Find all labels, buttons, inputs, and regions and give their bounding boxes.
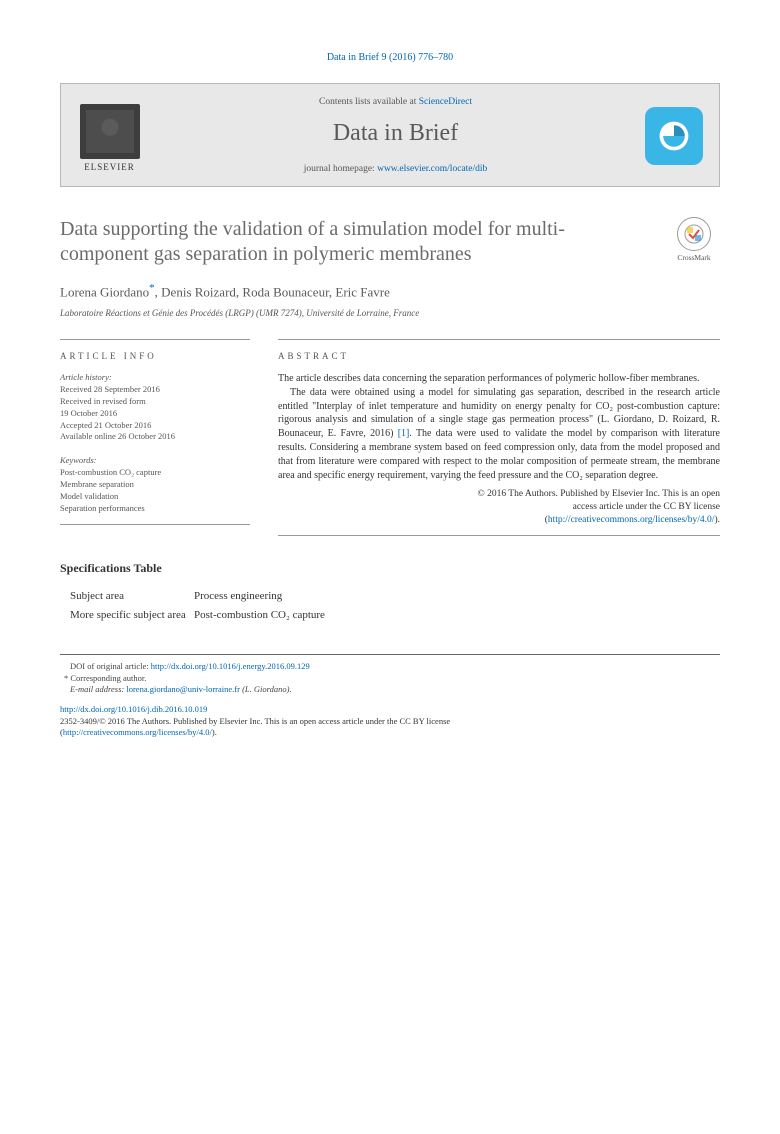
journal-header-box: ELSEVIER Contents lists available at Sci…: [60, 83, 720, 187]
abstract-heading: abstract: [278, 339, 720, 362]
copyright-block: © 2016 The Authors. Published by Elsevie…: [278, 488, 720, 526]
email-line: E-mail address: lorena.giordano@univ-lor…: [60, 684, 720, 696]
keyword: Model validation: [60, 491, 118, 501]
author-list: Lorena Giordano*, Denis Roizard, Roda Bo…: [60, 281, 720, 301]
left-rule: [60, 524, 250, 525]
original-doi-link[interactable]: http://dx.doi.org/10.1016/j.energy.2016.…: [151, 661, 310, 671]
dib-logo-icon[interactable]: [645, 107, 703, 165]
author-email-link[interactable]: lorena.giordano@univ-lorraine.fr: [126, 684, 240, 694]
spec-value: Process engineering: [194, 588, 718, 605]
sciencedirect-link[interactable]: ScienceDirect: [419, 97, 472, 107]
abstract-body: The article describes data concerning th…: [278, 372, 720, 482]
running-head: Data in Brief 9 (2016) 776–780: [60, 50, 720, 65]
keyword: Separation performances: [60, 503, 145, 513]
crossmark-icon: [677, 217, 711, 251]
article-info-column: article info Article history: Received 2…: [60, 339, 250, 536]
crossmark-badge[interactable]: CrossMark: [668, 217, 720, 263]
spec-label: Subject area: [62, 588, 192, 605]
article-doi-link[interactable]: http://dx.doi.org/10.1016/j.dib.2016.10.…: [60, 704, 207, 714]
corresponding-author-note: * Corresponding author.: [60, 673, 720, 685]
doi-label: DOI of original article:: [70, 661, 151, 671]
keywords-label: Keywords:: [60, 455, 250, 466]
history-label: Article history:: [60, 372, 112, 382]
footer-rule: [60, 654, 720, 661]
elsevier-logo[interactable]: ELSEVIER: [77, 98, 142, 173]
keywords-list: Post-combustion CO₂ capture Membrane sep…: [60, 467, 250, 515]
spec-value: Post-combustion CO₂ capture: [194, 607, 718, 624]
footer: DOI of original article: http://dx.doi.o…: [60, 661, 720, 697]
elsevier-tree-icon: [80, 104, 140, 159]
copyright-line1: © 2016 The Authors. Published by Elsevie…: [478, 489, 721, 499]
citation-link[interactable]: Data in Brief 9 (2016) 776–780: [327, 52, 453, 63]
ref-link-1[interactable]: [1]: [398, 428, 410, 439]
elsevier-label: ELSEVIER: [84, 161, 135, 173]
table-row: More specific subject area Post-combusti…: [62, 607, 718, 624]
homepage-line: journal homepage: www.elsevier.com/locat…: [158, 163, 633, 176]
cc-license-link[interactable]: http://creativecommons.org/licenses/by/4…: [548, 515, 715, 525]
contents-prefix: Contents lists available at: [319, 97, 419, 107]
keyword: Post-combustion CO₂ capture: [60, 467, 161, 477]
revised-line1: Received in revised form: [60, 396, 146, 406]
homepage-prefix: journal homepage:: [304, 164, 377, 174]
received-date: Received 28 September 2016: [60, 384, 160, 394]
issn-copyright-line: 2352-3409/© 2016 The Authors. Published …: [60, 716, 450, 726]
accepted-date: Accepted 21 October 2016: [60, 420, 151, 430]
cc-license-link-2[interactable]: http://creativecommons.org/licenses/by/4…: [63, 727, 212, 737]
copyright-line2: access article under the CC BY license: [573, 502, 720, 512]
spec-table: Subject area Process engineering More sp…: [60, 586, 720, 626]
spec-table-heading: Specifications Table: [60, 560, 720, 576]
author-primary: Lorena Giordano: [60, 284, 149, 299]
abstract-column: abstract The article describes data conc…: [278, 339, 720, 536]
abstract-p2: The data were obtained using a model for…: [278, 386, 720, 483]
right-rule: [278, 535, 720, 536]
email-label: E-mail address:: [70, 684, 126, 694]
table-row: Subject area Process engineering: [62, 588, 718, 605]
original-doi-line: DOI of original article: http://dx.doi.o…: [60, 661, 720, 673]
email-author-name: (L. Giordano).: [240, 684, 292, 694]
revised-line2: 19 October 2016: [60, 408, 117, 418]
keyword: Membrane separation: [60, 479, 134, 489]
article-title: Data supporting the validation of a simu…: [60, 217, 668, 267]
online-date: Available online 26 October 2016: [60, 431, 175, 441]
bottom-block: http://dx.doi.org/10.1016/j.dib.2016.10.…: [60, 704, 720, 738]
contents-line: Contents lists available at ScienceDirec…: [158, 96, 633, 109]
authors-rest: , Denis Roizard, Roda Bounaceur, Eric Fa…: [155, 284, 390, 299]
homepage-link[interactable]: www.elsevier.com/locate/dib: [377, 164, 487, 174]
journal-name: Data in Brief: [158, 117, 633, 149]
article-info-heading: article info: [60, 339, 250, 362]
article-history: Article history: Received 28 September 2…: [60, 372, 250, 443]
spec-label: More specific subject area: [62, 607, 192, 624]
affiliation: Laboratoire Réactions et Génie des Procé…: [60, 307, 720, 319]
journal-center: Contents lists available at ScienceDirec…: [158, 96, 633, 176]
abstract-p1: The article describes data concerning th…: [278, 372, 720, 386]
crossmark-label: CrossMark: [677, 253, 710, 262]
